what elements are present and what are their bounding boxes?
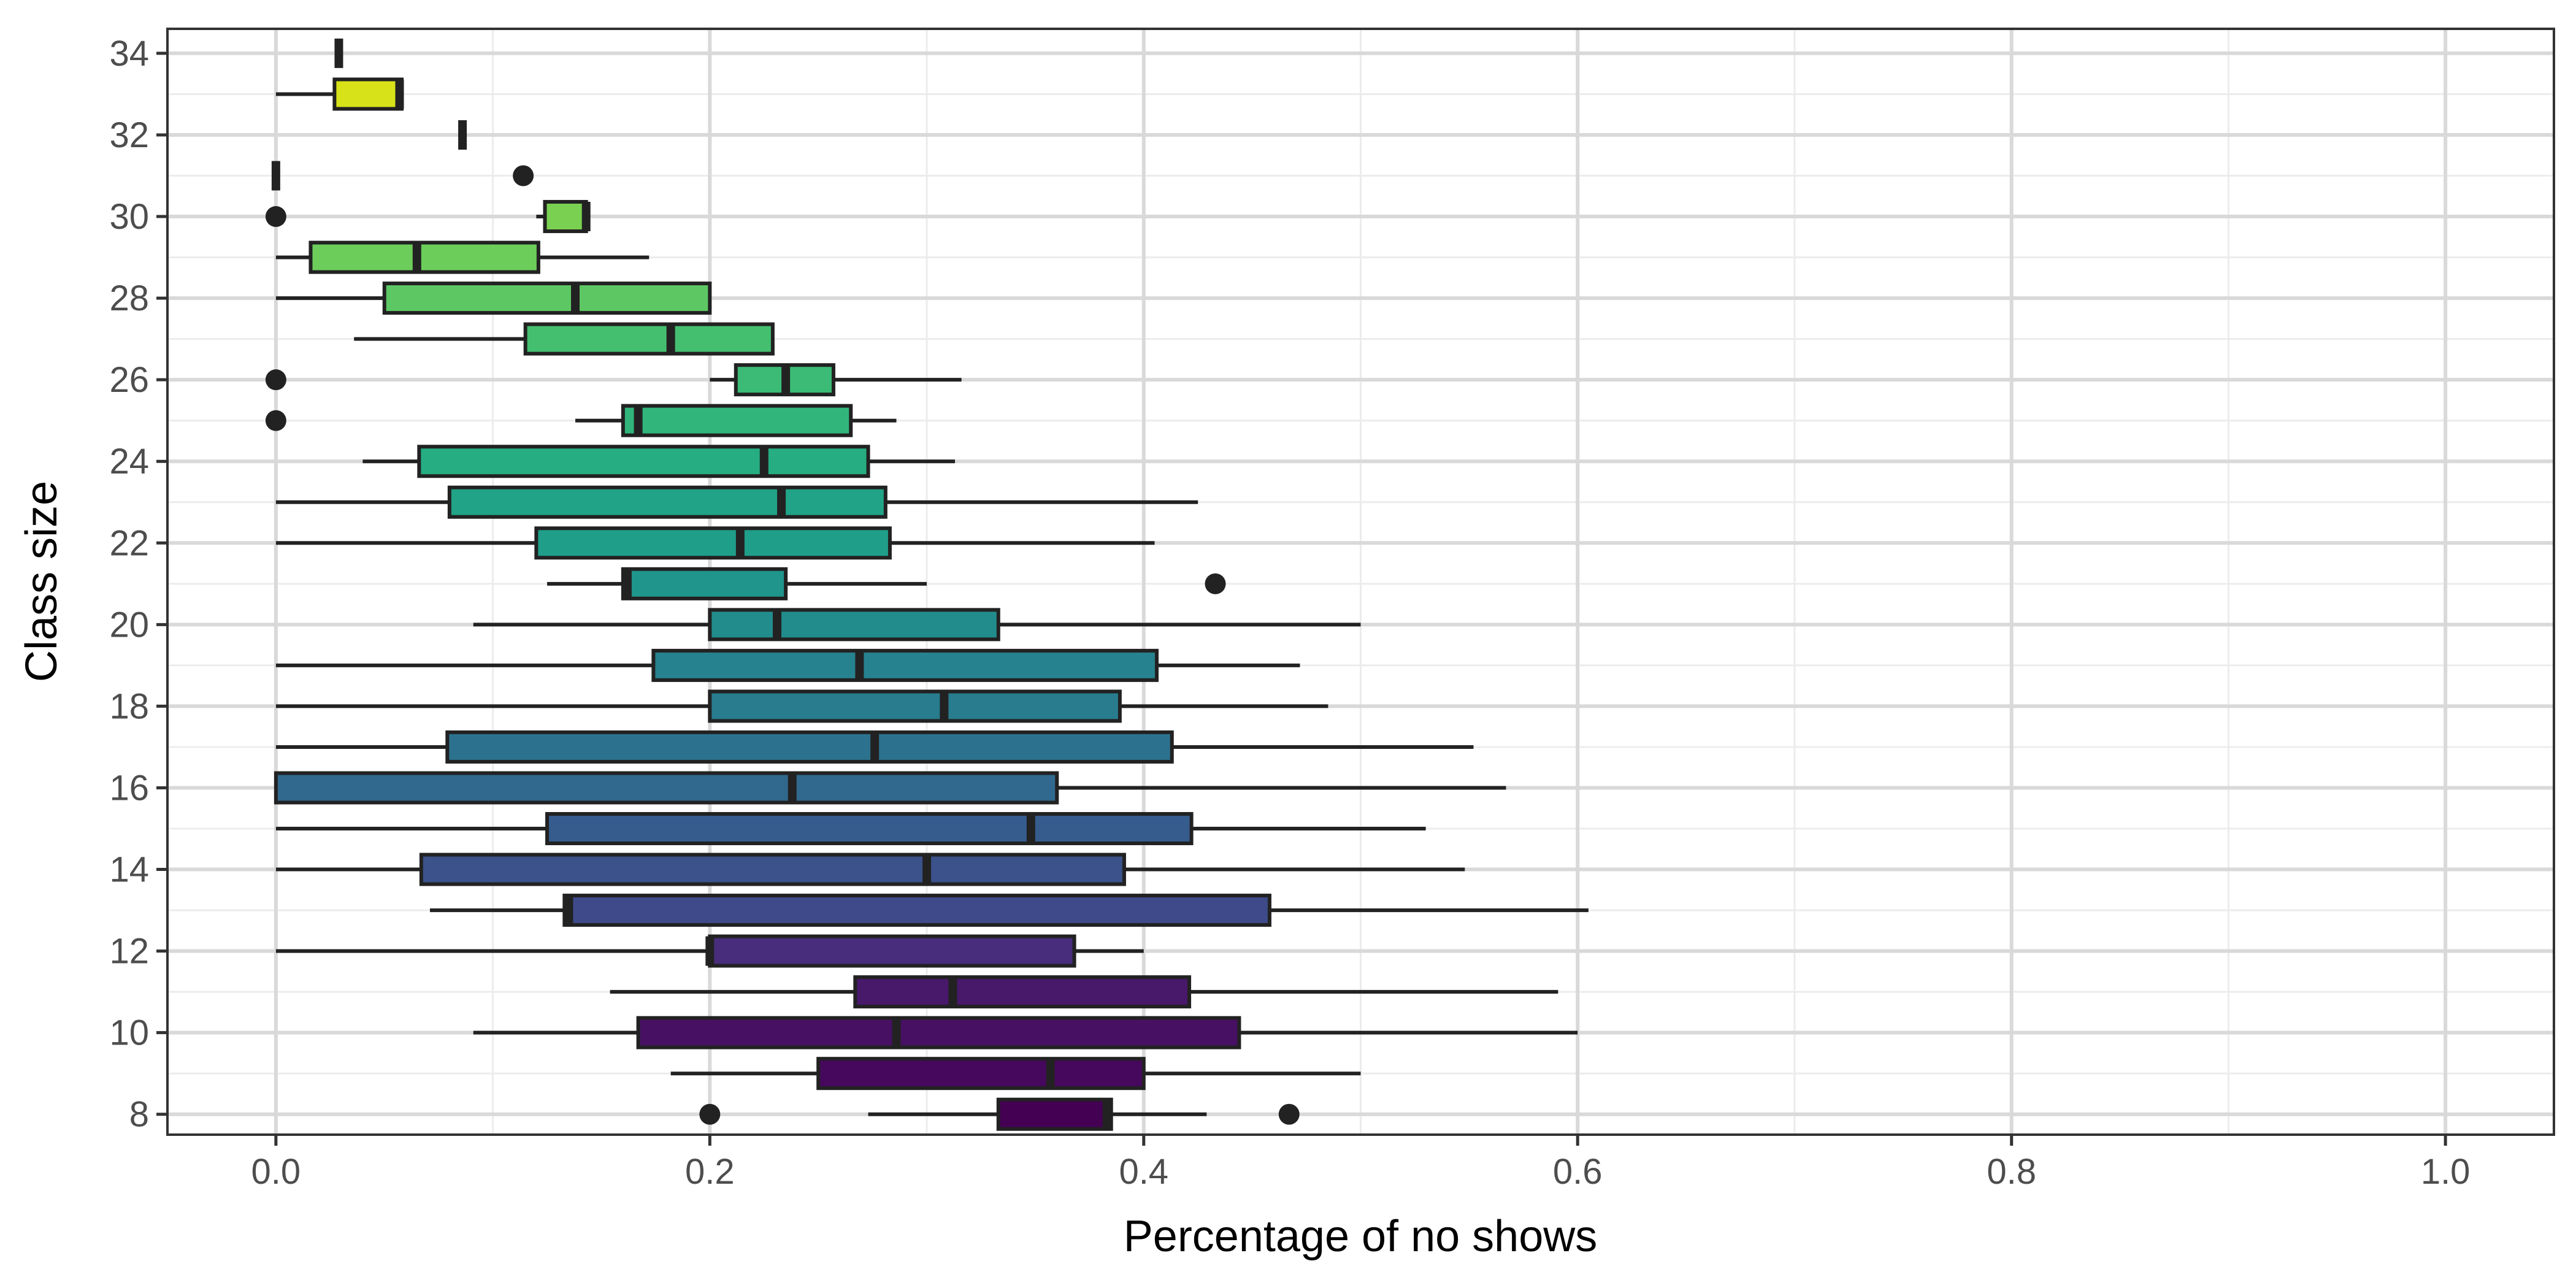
box-series [265,38,1589,1131]
box-iqr [562,894,1271,927]
box-class-size-29 [275,240,650,274]
box-iqr [816,1057,1146,1091]
x-tick-label: 0.4 [1119,1152,1168,1192]
box-class-size-15 [275,812,1426,846]
y-tick-label: 34 [109,34,149,74]
box-iqr [651,648,1159,682]
y-tick-label: 18 [109,686,149,726]
box-iqr [445,730,1174,764]
outlier-point [265,369,286,391]
box-iqr [309,240,540,274]
y-tick-label: 24 [109,442,149,481]
box-iqr [523,322,775,356]
x-tick-label: 1.0 [2421,1152,2471,1192]
box-iqr [708,689,1122,723]
box-class-size-20 [473,608,1361,642]
y-tick-label: 12 [109,932,149,972]
x-axis-title: Percentage of no shows [1124,1212,1598,1261]
box-class-size-33 [275,77,404,111]
y-tick-label: 10 [109,1013,149,1053]
x-tick-label: 0.2 [685,1152,735,1192]
box-iqr [534,526,892,560]
outlier-point [265,206,286,228]
box-class-size-31 [271,161,534,191]
y-tick-label: 26 [109,360,149,400]
box-iqr [274,771,1059,805]
plot-panel-border [166,28,2555,1136]
y-tick-label: 8 [129,1095,149,1135]
y-axis-title: Class size [17,481,66,682]
box-class-size-23 [275,485,1198,519]
box-iqr [447,485,887,519]
box-class-size-25 [265,404,897,437]
box-class-size-13 [430,894,1589,927]
box-iqr [545,812,1194,846]
outlier-point [1205,573,1226,594]
box-iqr [853,975,1192,1009]
outlier-point [1278,1103,1300,1125]
box-iqr [332,77,404,111]
box-iqr [708,608,1000,642]
y-tick-label: 14 [109,850,149,890]
box-class-size-16 [274,771,1506,805]
y-tick-label: 32 [109,115,149,155]
axes: 0.0 0.2 0.4 0.6 0.8 1.0 8 10 12 14 16 18 20 22 24 26 28 3… [109,34,2470,1192]
box-class-size-28 [275,282,712,315]
box-iqr [621,404,853,437]
box-iqr [419,853,1126,886]
box-iqr [382,282,712,315]
box-class-size-22 [275,526,1155,560]
x-tick-label: 0.8 [1987,1152,2036,1192]
box-class-size-14 [275,853,1465,886]
box-class-size-26 [265,363,962,397]
box-class-size-21 [547,567,1226,600]
box-iqr [621,567,788,600]
box-class-size-10 [473,1016,1578,1049]
y-tick-label: 30 [109,197,149,237]
box-class-size-30 [265,200,591,234]
box-iqr [417,445,870,478]
box-class-size-17 [275,730,1474,764]
x-tick-label: 0.0 [251,1152,301,1192]
box-class-size-24 [362,445,956,478]
outlier-point [699,1103,721,1125]
box-class-size-12 [275,934,1144,968]
y-tick-label: 20 [109,605,149,645]
box-iqr [543,200,588,234]
box-class-size-27 [354,322,775,356]
box-iqr [996,1097,1113,1131]
box-iqr [636,1016,1241,1049]
y-tick-label: 28 [109,278,149,318]
box-class-size-11 [610,975,1558,1009]
box-class-size-8 [699,1097,1300,1131]
y-tick-label: 22 [109,523,149,563]
y-tick-label: 16 [109,768,149,808]
box-class-size-18 [275,689,1328,723]
x-tick-label: 0.6 [1553,1152,1603,1192]
outlier-point [265,410,286,431]
outlier-point [513,165,534,186]
box-iqr [708,934,1076,968]
box-class-size-9 [670,1057,1361,1091]
box-class-size-19 [275,648,1300,682]
